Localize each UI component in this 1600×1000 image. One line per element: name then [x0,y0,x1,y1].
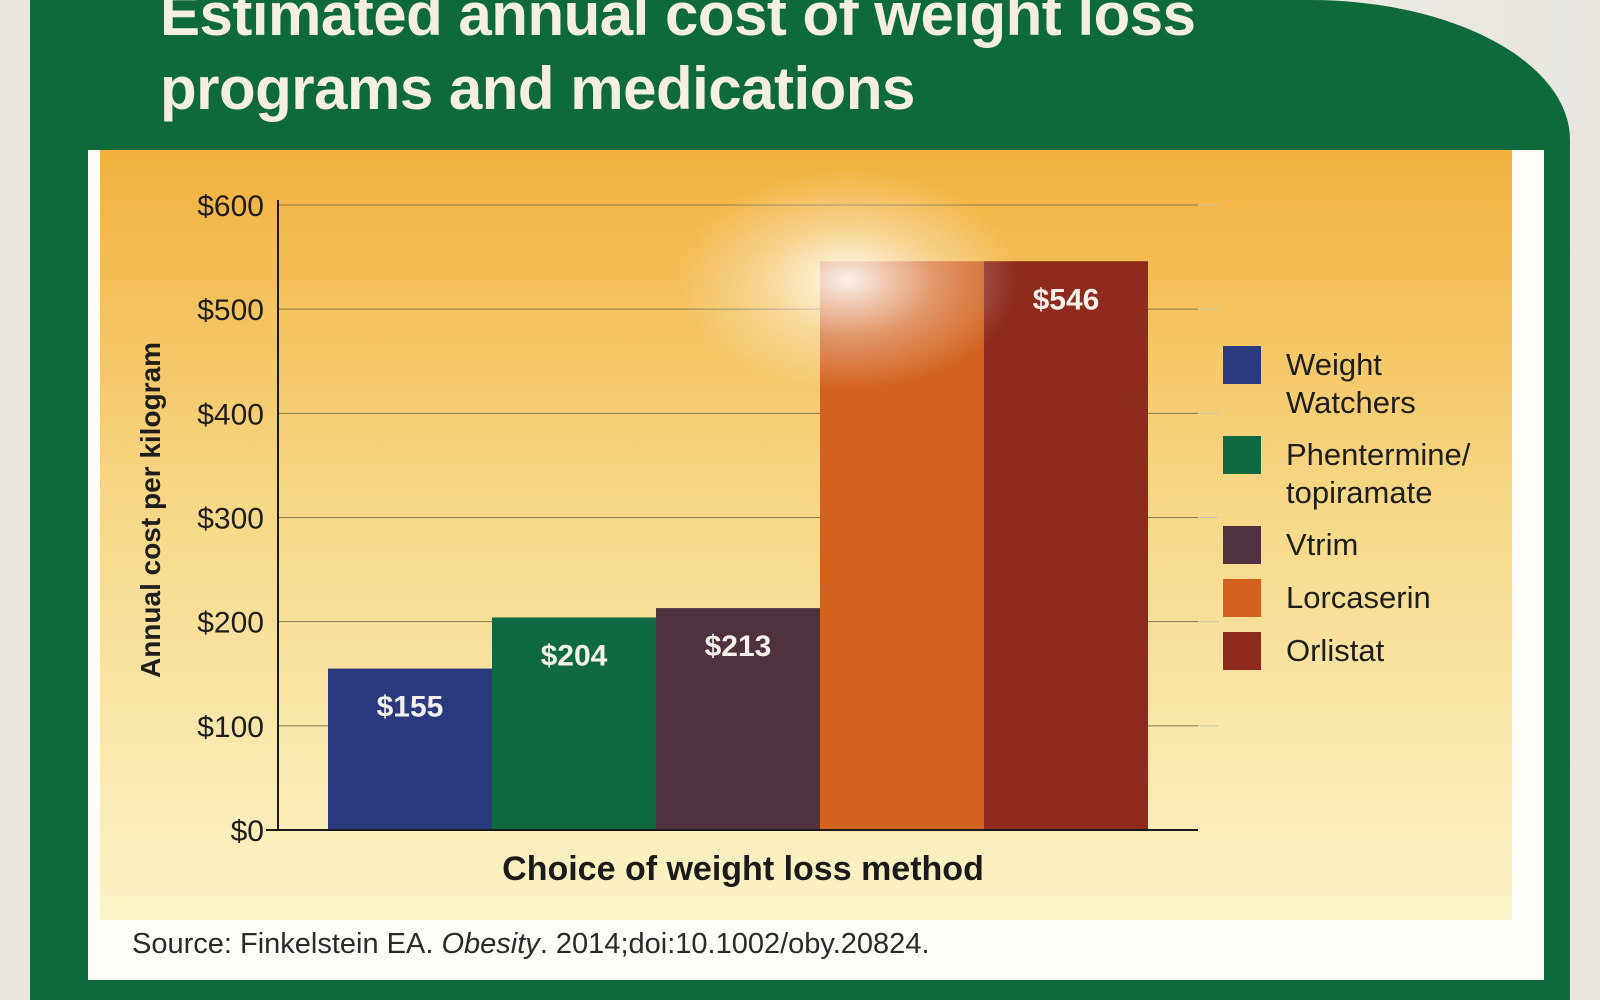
y-tick-label: $0 [231,815,264,848]
glare [678,170,1018,390]
legend-swatch [1223,579,1261,617]
legend-swatch [1223,632,1261,670]
bar-chart: $0$100$200$300$400$500$600 $155$204 $213$… [100,150,1512,920]
chart-title: Estimated annual cost of weight loss pro… [160,0,1460,126]
bar [492,617,656,830]
data-labels: $155 $204 $213 $546 [377,283,1100,723]
y-tick-label: $600 [197,190,264,223]
chart-title-line-2: programs and medications [160,55,915,122]
source-suffix: . 2014;doi:10.1002/oby.20824. [539,928,930,960]
bar-value-label: $213 [705,630,772,663]
legend-label: Watchers [1286,385,1416,420]
legend-swatch [1223,436,1261,474]
bar-value-label: $204 [541,640,608,673]
legend-label: Weight [1286,347,1382,382]
source-prefix: Source: Finkelstein EA. [132,928,442,960]
bar-value-label: $155 [377,691,444,724]
y-tick-label: $300 [197,503,264,536]
source-citation: Source: Finkelstein EA. Obesity. 2014;do… [132,928,930,961]
x-axis-label: Choice of weight loss method [502,850,984,888]
y-axis-label: Annual cost per kilogram [135,342,166,678]
y-tick-label: $200 [197,607,264,640]
bar [656,608,820,830]
source-journal: Obesity [441,928,540,960]
bar [328,668,492,830]
bar [984,261,1148,830]
y-tick-label: $500 [197,294,264,327]
legend-label: Lorcaserin [1286,580,1431,615]
legend-swatch [1223,346,1261,384]
legend-label: Phentermine/ [1286,437,1471,472]
legend-label: Orlistat [1286,633,1385,668]
y-tick-label: $400 [197,398,264,431]
y-tick-labels: $0 $100 $200 $300 $400 $500 $600 [197,190,264,848]
bar-value-label: $546 [1033,283,1100,316]
legend-swatch [1223,526,1261,564]
chart-card: $0 $100 $200 $300 $400 $500 $600 $155 $204 $213 $… [88,150,1544,980]
axes [266,200,1198,831]
y-tick-label: $100 [197,711,264,744]
chart-title-line-1: Estimated annual cost of weight loss [160,0,1196,48]
legend-label: topiramate [1286,475,1432,510]
legend-label: Vtrim [1286,527,1358,562]
